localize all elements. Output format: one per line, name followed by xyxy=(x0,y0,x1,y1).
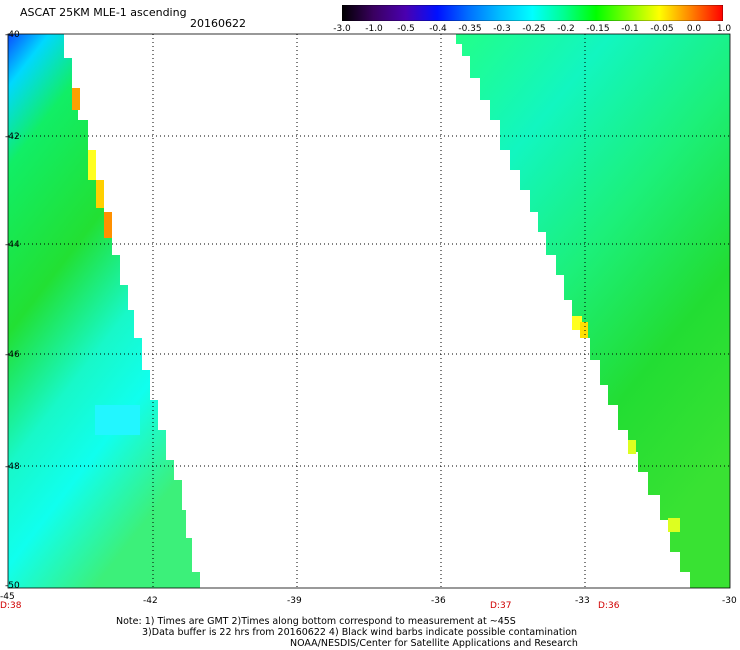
warm-patch xyxy=(72,88,80,110)
lat-label: -40 xyxy=(5,30,20,40)
swath-left xyxy=(8,34,200,588)
warm-patch xyxy=(572,316,582,330)
lon-label: -42 xyxy=(143,596,158,606)
lon-label: -39 xyxy=(287,596,302,606)
colorbar-label: -0.15 xyxy=(586,24,610,34)
time-label: D:38 xyxy=(0,601,22,611)
colorbar-label: -0.2 xyxy=(557,24,575,34)
lat-label: -50 xyxy=(5,581,20,591)
colorbar-label: 1.0 xyxy=(716,24,732,34)
lat-label: -44 xyxy=(5,240,20,250)
warm-patch xyxy=(628,440,636,454)
gridlines xyxy=(8,34,730,588)
colorbar-label: -0.25 xyxy=(522,24,546,34)
colorbar-label: 0.0 xyxy=(686,24,702,34)
warm-patch xyxy=(104,212,112,238)
lat-label: -42 xyxy=(5,132,20,142)
colorbar xyxy=(342,5,723,21)
time-label: D:36 xyxy=(598,601,620,611)
colorbar-gradient xyxy=(342,5,723,21)
warm-patch xyxy=(88,150,96,180)
lon-label: -45 xyxy=(0,592,15,602)
colorbar-label: -0.5 xyxy=(397,24,415,34)
colorbar-label: -0.3 xyxy=(493,24,511,34)
product-date: 20160622 xyxy=(190,17,246,30)
lat-label: -46 xyxy=(5,350,20,360)
swath-right xyxy=(456,34,730,588)
colorbar-label: -3.0 xyxy=(333,24,351,34)
time-label: D:37 xyxy=(490,601,511,611)
colorbar-label: -0.1 xyxy=(621,24,639,34)
note-line-3: NOAA/NESDIS/Center for Satellite Applica… xyxy=(290,638,578,649)
note-line-2: 3)Data buffer is 22 hrs from 20160622 4)… xyxy=(142,627,578,638)
lat-label: -48 xyxy=(5,462,20,472)
warm-patch xyxy=(668,518,680,532)
product-title: ASCAT 25KM MLE-1 ascending xyxy=(20,6,187,19)
warm-patch xyxy=(96,180,104,208)
lon-label: -30 xyxy=(722,596,737,606)
colorbar-label: -0.4 xyxy=(429,24,447,34)
lon-label: -33 xyxy=(575,596,590,606)
colorbar-labels: -3.0 -1.0 -0.5 -0.4 -0.35 -0.3 -0.25 -0.… xyxy=(332,24,732,36)
cold-patch xyxy=(95,405,140,435)
map-frame xyxy=(7,33,731,589)
note-line-1: Note: 1) Times are GMT 2)Times along bot… xyxy=(116,616,516,627)
colorbar-label: -1.0 xyxy=(365,24,383,34)
warm-patch xyxy=(580,322,588,338)
lon-label: -36 xyxy=(431,596,446,606)
colorbar-label: -0.35 xyxy=(458,24,482,34)
colorbar-label: -0.05 xyxy=(650,24,674,34)
